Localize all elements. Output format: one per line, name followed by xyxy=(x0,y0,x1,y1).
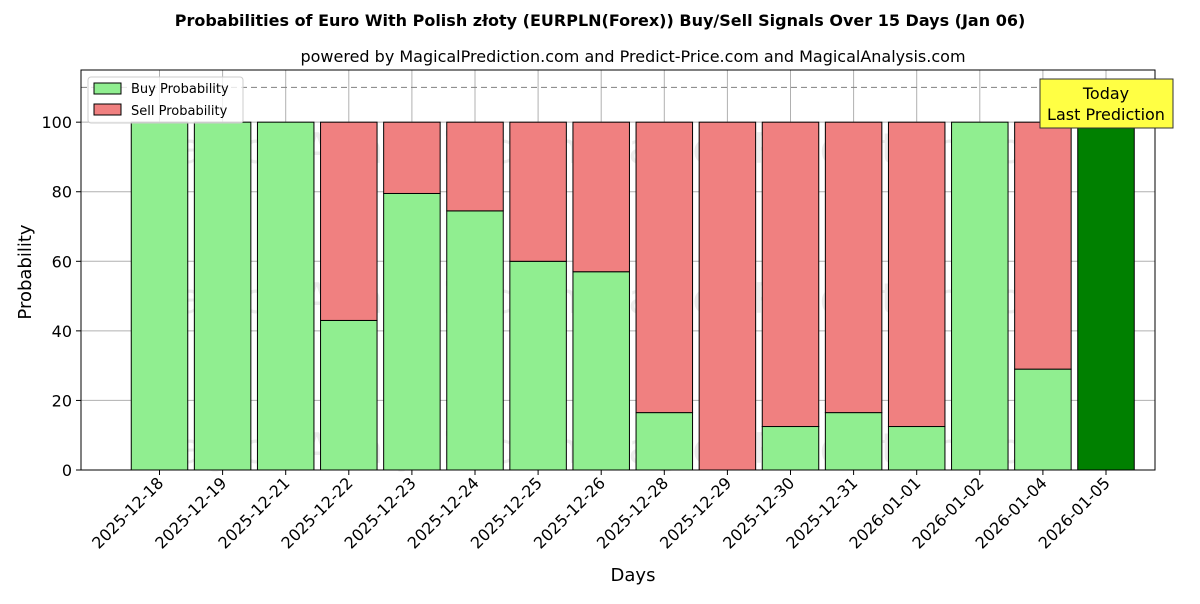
sell-bar xyxy=(446,121,504,212)
y-axis: 0 20 40 60 80 100 xyxy=(41,113,81,480)
buy-bar xyxy=(635,412,694,471)
buy-bar xyxy=(509,260,567,471)
buy-bar xyxy=(320,319,378,471)
legend-swatch-sell xyxy=(93,103,122,116)
buy-bar xyxy=(572,271,630,471)
legend: Buy Probability Sell Probability xyxy=(87,76,244,124)
sell-bar xyxy=(824,121,883,414)
sell-bar xyxy=(635,121,694,414)
y-axis-label: Probability xyxy=(15,224,36,319)
legend-swatch-buy xyxy=(93,82,122,95)
sell-bar xyxy=(761,121,820,428)
buy-bar xyxy=(887,426,946,471)
sell-bar xyxy=(572,121,630,273)
legend-frame xyxy=(87,76,244,124)
sell-bar xyxy=(698,121,757,471)
annotation-line-1: Today xyxy=(1082,84,1129,103)
buy-bar xyxy=(193,121,252,471)
annotation-box xyxy=(1039,78,1174,129)
buy-bar xyxy=(951,121,1009,471)
x-axis-label: Days xyxy=(611,565,656,586)
today-annotation: Today Last Prediction xyxy=(1039,78,1174,129)
chart-subtitle: powered by MagicalPrediction.com and Pre… xyxy=(300,47,965,66)
plot-frame xyxy=(80,69,1156,471)
y-tick-label: 60 xyxy=(52,252,72,271)
sell-bar xyxy=(383,121,441,194)
buy-bar xyxy=(383,192,441,471)
sell-bar xyxy=(509,121,567,262)
y-tick-label: 20 xyxy=(52,391,72,410)
legend-label-buy: Buy Probability xyxy=(131,82,229,97)
annotation-line-2: Last Prediction xyxy=(1047,105,1165,124)
bar-group xyxy=(130,121,1135,471)
y-tick-label: 80 xyxy=(52,183,72,202)
y-tick-label: 100 xyxy=(41,113,72,132)
buy-bar xyxy=(256,121,315,471)
buy-bar xyxy=(824,412,883,471)
buy-bar xyxy=(761,426,820,471)
y-tick-label: 0 xyxy=(62,461,72,480)
buy-bar xyxy=(130,121,189,471)
sell-bar xyxy=(1014,121,1072,370)
sell-bar xyxy=(320,121,378,321)
y-tick-label: 40 xyxy=(52,322,72,341)
buy-bar xyxy=(1077,121,1135,471)
sell-bar xyxy=(887,121,946,428)
buy-bar xyxy=(446,210,504,471)
buy-bar xyxy=(1014,368,1072,471)
chart-title: Probabilities of Euro With Polish złoty … xyxy=(175,11,1026,30)
x-axis: 2025-12-182025-12-192025-12-212025-12-22… xyxy=(88,470,1114,553)
legend-label-sell: Sell Probability xyxy=(131,104,228,119)
